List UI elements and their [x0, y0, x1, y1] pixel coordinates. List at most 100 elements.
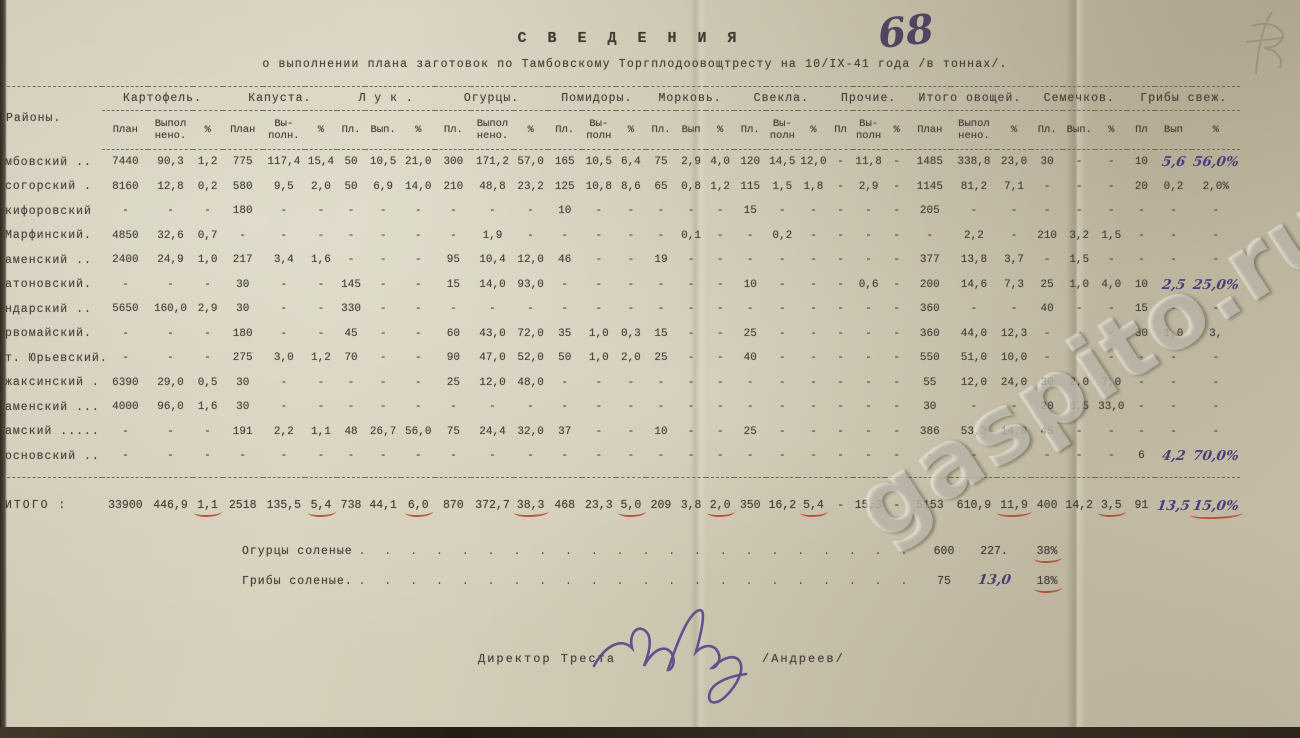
value-cell: - — [893, 205, 900, 218]
value-cell: 1485 — [916, 156, 943, 169]
value-cell: 2,0% — [1202, 180, 1229, 193]
value-cell: - — [779, 205, 786, 218]
totals-row: ИТОГО : 33900 446,9 1,1 2518 135,5 5,4 738 44,1 6… — [2, 493, 1240, 519]
value-cell: 165 — [554, 156, 575, 169]
value-cell: - — [657, 376, 665, 389]
value-cell: - — [239, 229, 247, 242]
value-cell: - — [779, 401, 786, 414]
value-cell: 70,0% — [1191, 444, 1240, 478]
value-cell: - — [1108, 180, 1115, 193]
sub-header-cell: % — [192, 110, 223, 150]
value-cell: - — [1170, 254, 1177, 267]
value-cell: - — [1212, 254, 1220, 267]
value-cell: 1,2 — [197, 156, 218, 169]
value-cell: - — [1138, 376, 1145, 389]
value-cell: 15 — [654, 327, 668, 340]
value-cell: 81,2 — [960, 180, 988, 193]
handwritten-signature — [592, 608, 748, 704]
sub-header-cell: Пл. — [734, 110, 767, 150]
value-cell: - — [1170, 401, 1177, 414]
typed-value: 11,9 — [1000, 499, 1028, 512]
value-cell: 45 — [344, 327, 358, 340]
value-cell: - — [837, 156, 844, 169]
value-cell: 51,0 — [960, 352, 988, 365]
value-cell: 37 — [558, 425, 572, 438]
table-header: Районы. Картофель. Капуста. Л у к . Огурцы. П… — [2, 86, 1240, 150]
totals-value-cell: 13,5 — [1155, 493, 1191, 519]
value-cell: - — [414, 401, 422, 414]
value-cell: - — [970, 401, 978, 414]
value-cell: 0,7 — [197, 229, 218, 242]
value-cell: 10,5 — [585, 156, 613, 169]
value-cell: - — [317, 278, 325, 291]
value-cell: 7,0 — [1101, 376, 1122, 389]
table-row: аменский ... 4000 96,0 1,6 30 - - - - - - - - - - - - - - -… — [2, 395, 1240, 420]
value-cell: 30 — [236, 376, 250, 389]
value-cell: 1,0 — [588, 327, 609, 340]
spacer-cell — [2, 477, 1240, 493]
value-cell: 11,8 — [855, 156, 882, 169]
value-cell: - — [837, 180, 844, 193]
value-cell: 5650 — [112, 303, 139, 316]
value-cell: - — [837, 425, 844, 438]
value-cell: 217 — [232, 254, 253, 267]
value-cell: - — [280, 376, 288, 389]
document-title: С В Е Д Е Н И Я — [517, 30, 743, 47]
value-cell: - — [893, 401, 900, 414]
value-cell: 45 — [1040, 425, 1054, 438]
value-cell: 338,8 — [957, 156, 991, 169]
sub-header-cell: % — [997, 110, 1032, 150]
value-cell: 10,4 — [479, 254, 506, 267]
value-cell: 23,2 — [517, 180, 544, 193]
district-name-cell: жаксинский . — [5, 376, 100, 390]
typed-value: 400 — [1036, 499, 1058, 512]
value-cell: 0,2 — [197, 180, 218, 193]
totals-value-cell: 14,2 — [1063, 493, 1095, 519]
value-cell: 3,4 — [273, 254, 294, 267]
value-cell: 4850 — [112, 229, 139, 242]
red-underline-mark: 5,0 — [621, 499, 642, 512]
typed-value: 5,4 — [803, 499, 824, 512]
value-cell: - — [716, 205, 724, 218]
value-cell: 210 — [443, 180, 464, 193]
value-cell: - — [627, 254, 635, 267]
totals-value-cell: 468 — [548, 493, 582, 519]
table-row: жаксинский . 6390 29,0 0,5 30 - - - - - 25 12,0 48,0… — [2, 371, 1240, 396]
typed-value: 2,0 — [709, 499, 731, 512]
table-row: ндарский .. 5650 160,0 2,9 30 - - 330 - - - - - - - - - -… — [2, 297, 1240, 322]
value-cell: 12,8 — [157, 180, 184, 193]
value-cell: 3,0 — [273, 352, 294, 365]
value-cell: - — [280, 278, 288, 291]
value-cell: - — [950, 444, 997, 478]
sub-header-cell: Пл — [828, 110, 853, 150]
value-cell: 275 — [232, 352, 253, 365]
value-cell: - — [317, 376, 325, 389]
value-cell: - — [527, 401, 534, 414]
value-cell: 72,0 — [517, 327, 544, 340]
value-cell: - — [561, 376, 569, 389]
table-row: кифоровский - - - 180 - - - - - - - - 10 - - - - - 15 - - - - - 2… — [2, 199, 1240, 224]
value-cell: 2,5 — [1155, 273, 1191, 298]
value-cell: - — [379, 401, 387, 414]
pencil-scribble-icon — [1245, 11, 1285, 75]
value-cell: - — [1043, 205, 1051, 218]
value-cell: - — [865, 205, 872, 218]
value-cell: - — [547, 444, 582, 478]
value-cell: 210 — [1037, 229, 1058, 242]
value-cell: 2,2 — [964, 229, 984, 242]
value-cell: - — [1138, 254, 1145, 267]
summary-label: Грибы соленые. — [242, 575, 353, 588]
value-cell: - — [595, 425, 603, 438]
value-cell: - — [1010, 401, 1018, 414]
typed-value: 44,1 — [369, 499, 397, 512]
typed-value: 5153 — [915, 499, 944, 512]
value-cell: 14,6 — [960, 278, 988, 291]
totals-value-cell: 372,7 — [471, 493, 513, 519]
value-cell: 10 — [654, 425, 668, 438]
value-cell: 50 — [344, 180, 358, 193]
value-cell: 7,1 — [1004, 180, 1024, 193]
value-cell: - — [997, 444, 1032, 478]
value-cell: - — [489, 303, 496, 316]
value-cell: - — [837, 205, 844, 218]
value-cell: 5,6 — [1155, 150, 1191, 175]
